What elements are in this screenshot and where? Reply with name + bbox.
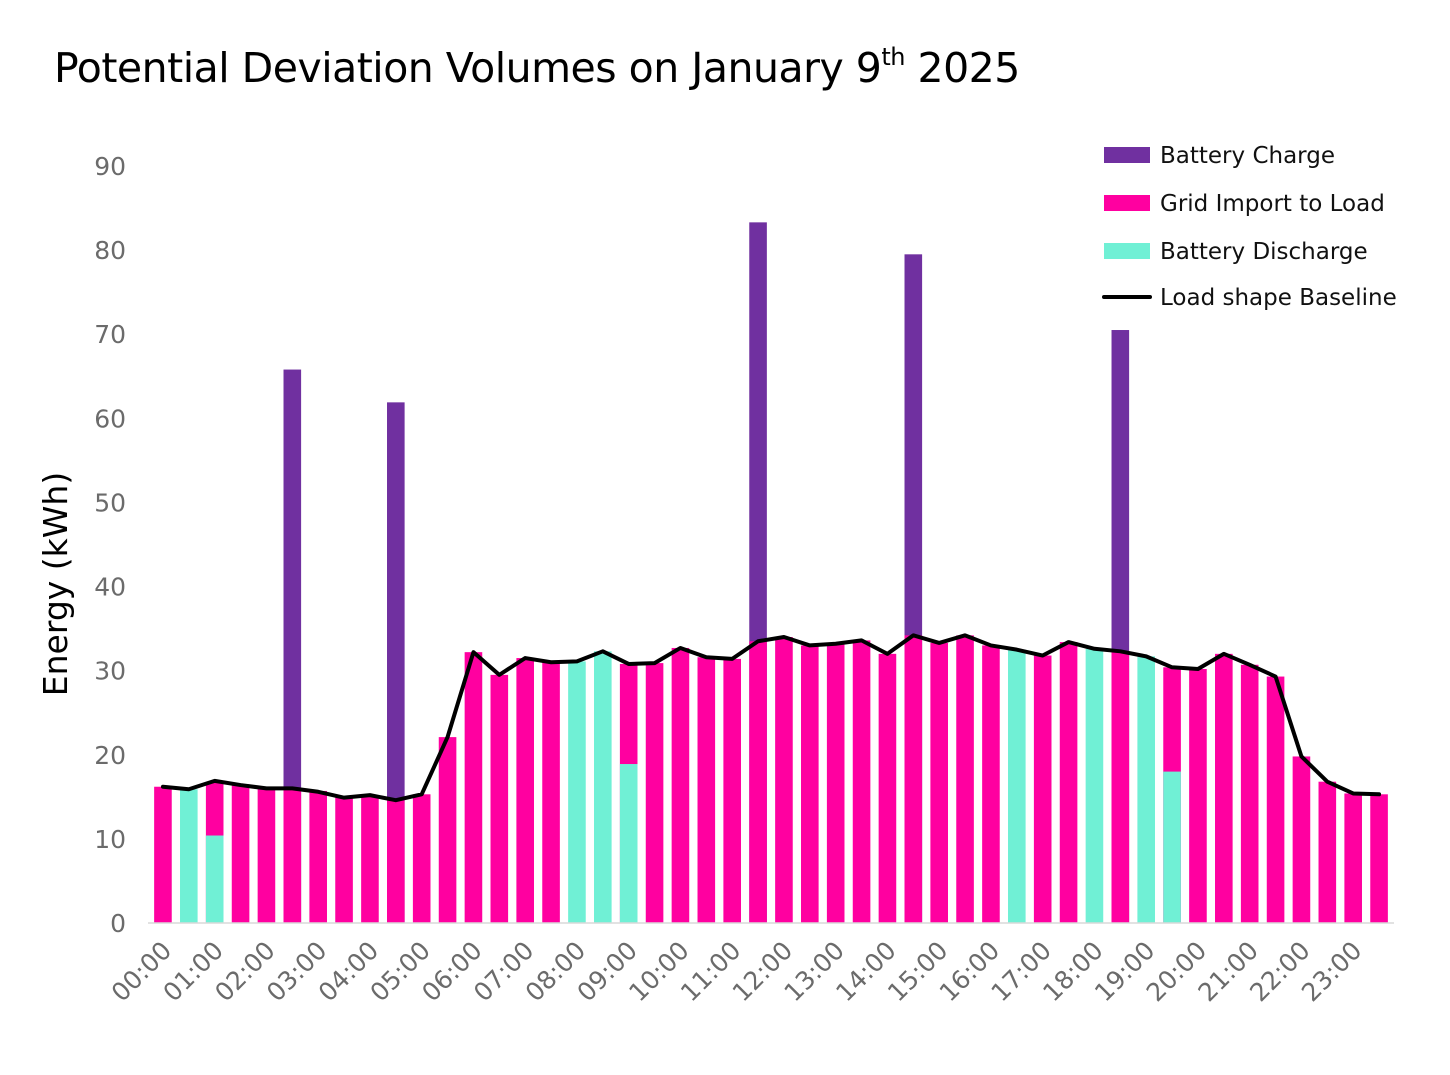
y-tick-label-10: 10	[94, 825, 126, 854]
bar-grid-import-to-load-1730	[1059, 642, 1078, 923]
baseline-line-group	[160, 633, 1382, 803]
bar-grid-import-to-load-2200	[1292, 756, 1311, 923]
bars-group	[154, 222, 1388, 924]
bar-grid-import-to-load-0730	[542, 662, 560, 923]
bar-grid-import-to-load-1500	[930, 642, 948, 923]
legend-swatch-battery-charge	[1104, 147, 1150, 163]
bar-grid-import-to-load-0130	[231, 784, 250, 923]
bar-battery-discharge-1900	[1137, 656, 1155, 923]
chart-title-suffix: 2025	[904, 44, 1020, 92]
y-tick-label-50: 50	[94, 488, 126, 517]
bar-grid-import-to-load-0230	[283, 788, 302, 923]
bar-grid-import-to-load-0200	[257, 788, 276, 923]
bar-grid-import-to-load-0630	[490, 674, 509, 923]
series-line-load-shape-baseline	[160, 633, 1382, 803]
bar-grid-import-to-load-0300	[309, 790, 327, 923]
bar-battery-charge-0230	[283, 369, 302, 923]
bar-grid-import-to-load-1430	[904, 635, 923, 923]
bar-grid-import-to-load-0600	[464, 652, 483, 923]
bar-grid-import-to-load-1130	[749, 641, 767, 923]
bar-grid-import-to-load-0000	[154, 786, 172, 923]
bar-battery-discharge-0800	[568, 661, 586, 923]
y-tick-label-40: 40	[94, 573, 126, 602]
y-axis-tick-labels: 0 10 20 30 40 50 60 70 80 90	[94, 152, 126, 938]
bar-grid-import-to-load-1000	[671, 647, 690, 923]
chart-title-main: Potential Deviation Volumes on January 9	[54, 44, 882, 92]
y-tick-label-60: 60	[94, 404, 126, 433]
bar-battery-discharge-1630	[1008, 649, 1026, 923]
bar-grid-import-to-load-2100	[1240, 664, 1259, 923]
bar-grid-import-to-load-2300	[1344, 793, 1362, 923]
x-tick-label-2300: 23:00	[1296, 936, 1367, 1007]
bar-grid-import-to-load-0700	[516, 658, 534, 923]
legend-label-load-shape-baseline: Load shape Baseline	[1160, 285, 1397, 311]
bar-grid-import-to-load-1830	[1111, 651, 1130, 923]
bar-grid-import-to-load-1030	[697, 657, 716, 923]
y-tick-label-20: 20	[94, 741, 126, 770]
bar-grid-import-to-load-2000	[1189, 668, 1207, 923]
bar-grid-import-to-load-2130	[1266, 676, 1285, 923]
bar-grid-import-to-load-1200	[775, 637, 793, 923]
legend-label-grid-import-to-load: Grid Import to Load	[1160, 191, 1385, 217]
bar-grid-import-to-load-1230	[801, 645, 819, 923]
bar-grid-import-to-load-0530	[438, 737, 457, 923]
legend-label-battery-discharge: Battery Discharge	[1160, 239, 1368, 265]
chart-title: Potential Deviation Volumes on January 9…	[54, 44, 1020, 92]
bar-grid-import-to-load-1300	[826, 643, 845, 923]
bar-battery-discharge-1930	[1163, 771, 1181, 923]
y-tick-label-80: 80	[94, 236, 126, 265]
y-tick-label-90: 90	[94, 152, 126, 181]
y-tick-label-0: 0	[110, 909, 126, 938]
y-tick-label-30: 30	[94, 657, 126, 686]
legend-label-battery-charge: Battery Charge	[1160, 143, 1335, 169]
y-tick-label-70: 70	[94, 320, 126, 349]
bar-grid-import-to-load-1600	[982, 645, 1000, 923]
chart-title-superscript: th	[881, 43, 905, 71]
bar-grid-import-to-load-2230	[1318, 781, 1337, 923]
bar-battery-discharge-0100	[205, 835, 224, 923]
bar-battery-charge-0430	[387, 402, 405, 924]
bar-battery-discharge-0830	[594, 651, 612, 923]
bar-grid-import-to-load-0330	[335, 796, 353, 923]
bar-grid-import-to-load-1100	[723, 658, 741, 923]
bar-grid-import-to-load-1700	[1033, 655, 1052, 923]
bar-grid-import-to-load-2030	[1215, 653, 1233, 923]
bar-grid-import-to-load-2330	[1370, 794, 1388, 923]
bar-grid-import-to-load-1530	[956, 635, 974, 923]
bar-grid-import-to-load-0430	[387, 800, 405, 923]
legend-swatch-grid-import-to-load	[1104, 195, 1150, 211]
bar-grid-import-to-load-0400	[361, 795, 379, 923]
y-axis-label: Energy (kWh)	[36, 472, 75, 696]
bar-grid-import-to-load-1330	[852, 640, 871, 923]
legend-swatch-battery-discharge	[1104, 243, 1150, 259]
bar-battery-discharge-1800	[1085, 648, 1104, 923]
bar-grid-import-to-load-0930	[645, 663, 664, 923]
bar-battery-discharge-0900	[619, 764, 638, 923]
bar-battery-discharge-0030	[180, 789, 198, 923]
bar-grid-import-to-load-1400	[878, 653, 897, 923]
legend: Battery Charge Grid Import to Load Battery…	[1102, 143, 1397, 311]
bar-grid-import-to-load-0500	[412, 794, 431, 923]
x-axis-tick-labels: 00:0001:0002:0003:0004:0005:0006:0007:00…	[106, 936, 1368, 1007]
